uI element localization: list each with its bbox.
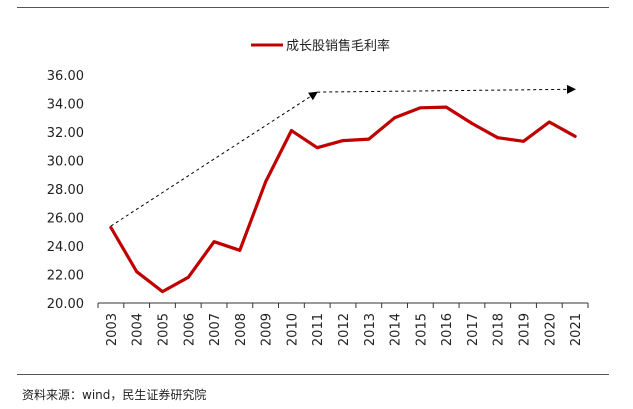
data-point [444, 105, 448, 109]
y-tick-label: 22.00 [47, 269, 84, 284]
data-point [238, 248, 242, 252]
x-tick-label: 2005 [156, 313, 171, 346]
x-tick-label: 2008 [234, 313, 249, 346]
trend-arrow [317, 84, 577, 94]
y-tick-label: 24.00 [47, 240, 84, 255]
x-tick-label: 2010 [285, 313, 300, 346]
data-point [264, 180, 268, 184]
data-point [522, 139, 525, 143]
x-tick-label: 2006 [182, 313, 197, 346]
data-point [496, 136, 500, 140]
data-point [547, 120, 551, 124]
series-line [109, 105, 577, 294]
x-tick-label: 2019 [518, 313, 533, 346]
data-point [418, 106, 422, 110]
series-group [109, 105, 577, 294]
trend-arrow [110, 91, 318, 227]
data-point [393, 116, 396, 120]
y-tick-label: 34.00 [47, 98, 84, 113]
x-tick-label: 2012 [337, 313, 352, 346]
y-tick-label: 28.00 [47, 183, 84, 198]
data-point [161, 290, 164, 293]
data-point [109, 226, 113, 229]
x-tick-label: 2013 [363, 313, 378, 346]
data-point [573, 134, 577, 138]
x-tick-label: 2007 [208, 313, 223, 346]
y-tick-label: 36.00 [47, 69, 84, 84]
x-tick-label: 2017 [466, 313, 481, 346]
x-tick-label: 2011 [311, 313, 326, 346]
bottom-rule [17, 374, 609, 375]
x-tick-label: 2016 [440, 313, 455, 346]
x-tick-label: 2004 [131, 313, 146, 346]
data-point [290, 129, 293, 132]
data-point [135, 270, 139, 274]
x-tick-label: 2015 [414, 313, 429, 346]
x-tick-label: 2009 [260, 313, 275, 346]
x-tick-label: 2018 [492, 313, 507, 346]
legend-label: 成长股销售毛利率 [286, 38, 390, 54]
data-point [212, 240, 216, 244]
x-tick-label: 2014 [389, 313, 404, 346]
y-tick-label: 30.00 [47, 155, 84, 170]
y-tick-label: 20.00 [47, 297, 84, 312]
data-point [367, 137, 371, 141]
y-tick-label: 26.00 [47, 212, 84, 227]
y-tick-label: 32.00 [47, 126, 84, 141]
data-point [470, 122, 474, 125]
data-point [341, 139, 345, 142]
data-point [315, 146, 319, 150]
x-axis: 2003 2004 2005 2006 2007 2008 2009 2010 2011 2012… [97, 302, 589, 346]
trend-arrows [110, 84, 577, 227]
x-tick-label: 2020 [543, 313, 558, 346]
x-tick-label: 2021 [569, 313, 584, 346]
top-rule [17, 7, 609, 8]
x-tick-label: 2003 [105, 313, 120, 346]
legend: 成长股销售毛利率 [251, 38, 390, 54]
data-point [186, 275, 190, 279]
y-axis: 20.00 22.00 24.00 26.00 28.00 30.00 32.00 34.00… [47, 69, 84, 312]
source-note: 资料来源：wind，民生证券研究院 [22, 388, 207, 402]
